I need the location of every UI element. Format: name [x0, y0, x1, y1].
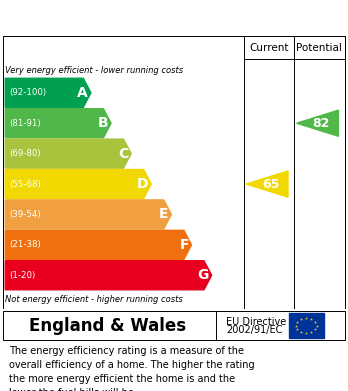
Text: 2002/91/EC: 2002/91/EC: [226, 325, 283, 335]
Text: (1-20): (1-20): [9, 271, 35, 280]
Text: C: C: [118, 147, 128, 161]
Text: (21-38): (21-38): [9, 240, 41, 249]
Text: E: E: [159, 208, 169, 221]
Bar: [289, 312, 324, 339]
Text: (39-54): (39-54): [9, 210, 41, 219]
Text: Not energy efficient - higher running costs: Not energy efficient - higher running co…: [5, 295, 183, 304]
Polygon shape: [5, 78, 91, 107]
Polygon shape: [5, 200, 172, 229]
Polygon shape: [5, 170, 151, 199]
Polygon shape: [296, 110, 338, 136]
Text: Potential: Potential: [296, 43, 342, 52]
Text: G: G: [198, 268, 209, 282]
Text: (81-91): (81-91): [9, 119, 41, 128]
Text: B: B: [98, 116, 108, 130]
Text: (69-80): (69-80): [9, 149, 41, 158]
Text: (55-68): (55-68): [9, 179, 41, 188]
Text: (92-100): (92-100): [9, 88, 47, 97]
Text: D: D: [137, 177, 149, 191]
Text: 82: 82: [313, 117, 330, 130]
Text: Energy Efficiency Rating: Energy Efficiency Rating: [60, 9, 288, 27]
Polygon shape: [5, 109, 111, 138]
Polygon shape: [5, 139, 131, 168]
Polygon shape: [5, 261, 212, 290]
Text: Current: Current: [249, 43, 288, 52]
Text: EU Directive: EU Directive: [226, 317, 286, 326]
Text: Very energy efficient - lower running costs: Very energy efficient - lower running co…: [5, 66, 183, 75]
Polygon shape: [5, 230, 191, 259]
Text: 65: 65: [262, 178, 279, 190]
Text: F: F: [179, 238, 189, 252]
Polygon shape: [246, 171, 288, 197]
Text: A: A: [78, 86, 88, 100]
Text: England & Wales: England & Wales: [29, 316, 187, 335]
Text: The energy efficiency rating is a measure of the
overall efficiency of a home. T: The energy efficiency rating is a measur…: [9, 346, 254, 391]
